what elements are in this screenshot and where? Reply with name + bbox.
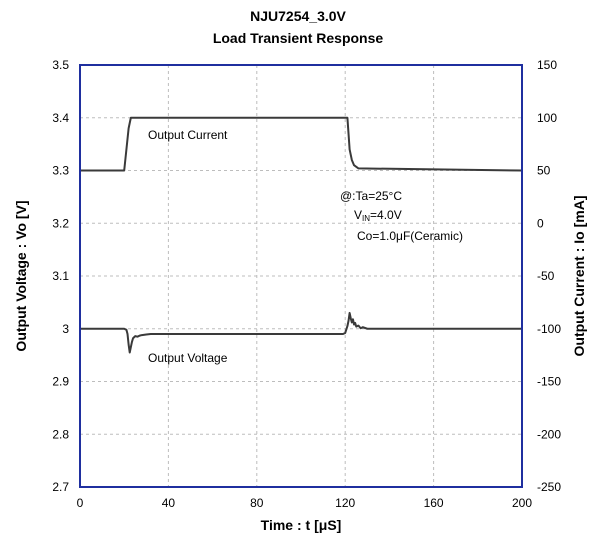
y-left-axis-label: Output Voltage : Vo [V] — [13, 200, 29, 351]
y-left-axis-ticks: 2.7 2.8 2.9 3 3.1 3.2 3.3 3.4 3.5 — [52, 58, 69, 494]
condition-vin-prefix: V — [354, 208, 362, 222]
y-right-tick-label: 150 — [537, 58, 557, 72]
series-group — [80, 116, 523, 354]
y-right-tick-label: -50 — [537, 269, 555, 283]
chart-title: NJU7254_3.0V — [250, 8, 346, 24]
y-left-tick-label: 3.2 — [52, 216, 69, 230]
chart-subtitle: Load Transient Response — [213, 30, 384, 46]
x-axis-label: Time : t [μS] — [261, 517, 342, 533]
y-left-tick-label: 2.8 — [52, 427, 69, 441]
condition-output-capacitor: Co=1.0μF(Ceramic) — [357, 229, 463, 243]
y-right-tick-label: 0 — [537, 216, 544, 230]
y-left-tick-label: 3.5 — [52, 58, 69, 72]
y-left-tick-label: 3.4 — [52, 111, 69, 125]
plot-frame — [79, 64, 523, 488]
x-tick-label: 120 — [335, 496, 355, 510]
y-right-tick-label: -200 — [537, 427, 561, 441]
output-voltage-trace — [80, 311, 522, 354]
y-right-tick-label: -250 — [537, 480, 561, 494]
x-tick-label: 80 — [250, 496, 264, 510]
y-left-tick-label: 2.9 — [52, 375, 69, 389]
output-current-trace — [80, 116, 523, 172]
y-left-tick-label: 3.1 — [52, 269, 69, 283]
grid-lines — [80, 65, 522, 487]
x-tick-label: 0 — [77, 496, 84, 510]
y-right-tick-label: -150 — [537, 375, 561, 389]
condition-vin-subscript: IN — [362, 214, 370, 223]
y-right-tick-label: -100 — [537, 322, 561, 336]
condition-vin-value: =4.0V — [370, 208, 402, 222]
y-left-tick-label: 3 — [62, 322, 69, 336]
condition-temperature: @:Ta=25°C — [340, 189, 402, 203]
y-right-tick-label: 100 — [537, 111, 557, 125]
y-right-axis-label: Output Current : Io [mA] — [571, 196, 587, 357]
condition-input-voltage: VIN=4.0V — [354, 208, 402, 223]
y-right-tick-label: 50 — [537, 164, 551, 178]
y-right-axis-ticks: -250 -200 -150 -100 -50 0 50 100 150 — [537, 58, 561, 494]
x-tick-label: 200 — [512, 496, 532, 510]
x-axis-ticks: 0 40 80 120 160 200 — [77, 496, 533, 510]
x-tick-label: 160 — [424, 496, 444, 510]
output-voltage-annotation: Output Voltage — [148, 351, 228, 365]
y-left-tick-label: 3.3 — [52, 164, 69, 178]
x-tick-label: 40 — [162, 496, 176, 510]
y-left-tick-label: 2.7 — [52, 480, 69, 494]
output-current-annotation: Output Current — [148, 128, 228, 142]
